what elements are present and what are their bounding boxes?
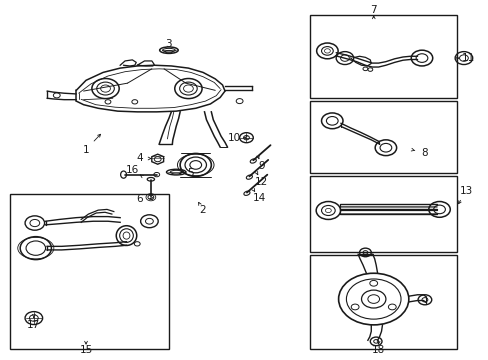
Bar	[310, 15, 456, 98]
Bar	[310, 176, 456, 252]
Text: 16: 16	[125, 165, 139, 175]
Text: 12: 12	[254, 177, 267, 187]
Text: 8: 8	[421, 148, 427, 158]
Text: 14: 14	[252, 193, 265, 203]
Text: 5: 5	[187, 168, 194, 178]
Text: 6: 6	[136, 194, 142, 204]
Text: 10: 10	[228, 133, 241, 143]
Text: 3: 3	[165, 39, 172, 49]
Bar	[310, 255, 456, 348]
Text: 15: 15	[79, 345, 92, 355]
Bar	[310, 101, 456, 173]
Text: 11: 11	[461, 53, 474, 63]
Bar	[10, 194, 168, 348]
Text: 1: 1	[82, 144, 89, 154]
Text: 4: 4	[136, 153, 142, 163]
Text: 18: 18	[371, 345, 385, 355]
Text: 7: 7	[369, 5, 376, 15]
Text: 13: 13	[459, 186, 472, 196]
Text: 9: 9	[258, 161, 264, 171]
Text: 17: 17	[27, 320, 41, 330]
Text: 2: 2	[199, 206, 206, 216]
